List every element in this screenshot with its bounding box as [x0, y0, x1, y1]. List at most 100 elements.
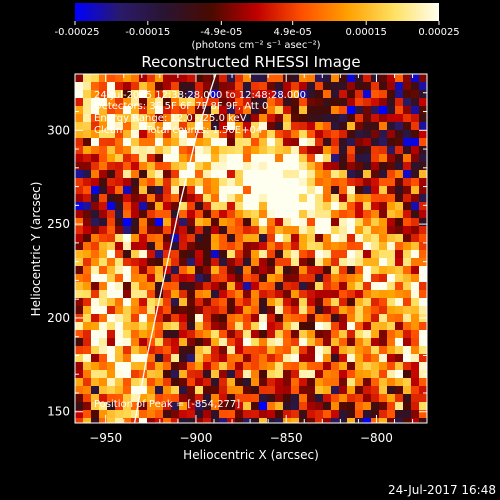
heatmap-cell: [227, 370, 235, 378]
heatmap-cell: [419, 202, 427, 210]
heatmap-cell: [291, 418, 299, 423]
heatmap-cell: [107, 266, 115, 274]
heatmap-cell: [195, 242, 203, 250]
heatmap-cell: [107, 394, 115, 402]
heatmap-cell: [403, 394, 411, 402]
heatmap-cell: [75, 202, 83, 210]
heatmap-cell: [83, 202, 91, 210]
heatmap-cell: [243, 330, 251, 338]
heatmap-cell: [411, 362, 419, 370]
heatmap-cell: [371, 386, 379, 394]
heatmap-cell: [395, 346, 403, 354]
heatmap-cell: [155, 226, 163, 234]
heatmap-cell: [403, 362, 411, 370]
heatmap-cell: [403, 290, 411, 298]
heatmap-cell: [115, 394, 123, 402]
heatmap-cell: [403, 74, 411, 82]
heatmap-cell: [299, 354, 307, 362]
heatmap-cell: [371, 98, 379, 106]
x-axis-ticks: −950 −900 −850 −800: [89, 74, 414, 445]
heatmap-cell: [235, 370, 243, 378]
heatmap-cell: [91, 162, 99, 170]
heatmap-cell: [179, 242, 187, 250]
heatmap-cell: [147, 114, 155, 122]
heatmap-cell: [163, 194, 171, 202]
solar-limb-line: [133, 74, 217, 423]
heatmap-cell: [187, 298, 195, 306]
heatmap-cell: [403, 314, 411, 322]
heatmap-cell: [403, 242, 411, 250]
heatmap-cell: [227, 394, 235, 402]
heatmap-cell: [163, 370, 171, 378]
heatmap-cell: [227, 378, 235, 386]
heatmap-cell: [299, 378, 307, 386]
heatmap-cell: [267, 354, 275, 362]
heatmap-cell: [395, 194, 403, 202]
heatmap-cell: [411, 418, 419, 423]
heatmap-cell: [107, 146, 115, 154]
heatmap-cell: [387, 202, 395, 210]
heatmap-cell: [147, 378, 155, 386]
heatmap-cell: [387, 218, 395, 226]
heatmap-cell: [179, 394, 187, 402]
heatmap-cell: [323, 106, 331, 114]
heatmap-cell: [251, 306, 259, 314]
heatmap-cell: [187, 322, 195, 330]
heatmap-cell: [139, 154, 147, 162]
heatmap-cell: [107, 138, 115, 146]
heatmap-cell: [251, 386, 259, 394]
heatmap-cell: [171, 250, 179, 258]
heatmap-cell: [283, 130, 291, 138]
heatmap-cell: [291, 298, 299, 306]
heatmap-cell: [99, 338, 107, 346]
heatmap-cell: [227, 402, 235, 410]
heatmap-cell: [179, 106, 187, 114]
heatmap-cell: [195, 178, 203, 186]
heatmap-cell: [131, 306, 139, 314]
heatmap-cell: [155, 346, 163, 354]
heatmap-cell: [323, 258, 331, 266]
heatmap-cell: [227, 162, 235, 170]
heatmap-cell: [323, 346, 331, 354]
heatmap-cell: [91, 90, 99, 98]
heatmap-cell: [379, 330, 387, 338]
heatmap-cell: [347, 106, 355, 114]
heatmap-cell: [107, 202, 115, 210]
x-axis-label: Heliocentric X (arcsec): [183, 448, 319, 462]
heatmap-cell: [115, 210, 123, 218]
heatmap-cell: [235, 130, 243, 138]
heatmap-cell: [299, 250, 307, 258]
heatmap-cell: [355, 298, 363, 306]
heatmap-cell: [403, 114, 411, 122]
heatmap-cell: [371, 170, 379, 178]
heatmap-cell: [307, 226, 315, 234]
heatmap-cell: [331, 378, 339, 386]
heatmap-cell: [355, 154, 363, 162]
heatmap-cell: [139, 362, 147, 370]
heatmap-cell: [315, 322, 323, 330]
heatmap-cell: [267, 266, 275, 274]
heatmap-cell: [187, 282, 195, 290]
heatmap-cell: [107, 90, 115, 98]
heatmap-cell: [395, 314, 403, 322]
heatmap-cell: [395, 274, 403, 282]
heatmap-cell: [355, 146, 363, 154]
heatmap-cell: [347, 322, 355, 330]
heatmap-cell: [227, 146, 235, 154]
heatmap-cell: [411, 226, 419, 234]
heatmap-cell: [355, 290, 363, 298]
heatmap-cell: [283, 178, 291, 186]
heatmap-cell: [219, 386, 227, 394]
heatmap-cell: [363, 330, 371, 338]
heatmap-cell: [355, 402, 363, 410]
heatmap-cell: [99, 354, 107, 362]
heatmap-cell: [363, 186, 371, 194]
heatmap-cell: [107, 330, 115, 338]
heatmap-cell: [219, 258, 227, 266]
heatmap-cell: [259, 82, 267, 90]
heatmap-cell: [219, 210, 227, 218]
heatmap-cell: [155, 370, 163, 378]
heatmap-cell: [107, 74, 115, 82]
heatmap-cell: [131, 162, 139, 170]
heatmap-cell: [291, 194, 299, 202]
